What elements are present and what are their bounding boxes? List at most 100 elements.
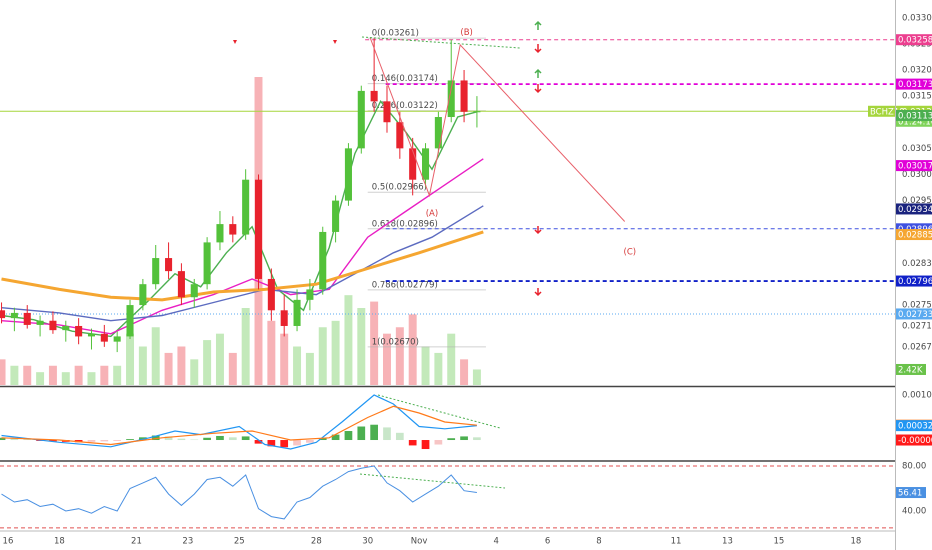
volume-bar (472, 369, 481, 385)
candle-body (447, 80, 455, 118)
histogram-bar (241, 436, 250, 441)
histogram-bar (267, 440, 276, 447)
volume-bar (293, 346, 302, 385)
price-tag (896, 160, 932, 172)
fib-label: 0.236(0.03122) (372, 101, 438, 111)
countdown-tag (896, 116, 932, 127)
volume-bar (370, 301, 379, 385)
candle-body (36, 320, 44, 325)
candle-body (100, 333, 108, 342)
histogram-bar (331, 434, 340, 441)
candle-body (190, 284, 198, 298)
price-tag (896, 109, 932, 121)
y-tick-label: 40.00 (902, 506, 926, 516)
wave-label: (A) (426, 209, 438, 219)
price-tag-label: 0.02796 (898, 277, 932, 287)
candle-body (62, 325, 70, 331)
histogram-bar (357, 426, 366, 441)
candle-body (409, 148, 417, 180)
price-tag (896, 78, 932, 90)
x-tick-label: 8 (596, 537, 601, 547)
candle-body (177, 271, 185, 298)
candle-body (280, 310, 288, 326)
macd-line (1, 405, 477, 446)
volume-bar (318, 327, 327, 385)
candle-body (23, 312, 31, 325)
histogram-bar (473, 437, 481, 441)
candle-body (229, 224, 237, 235)
candle-body (242, 179, 250, 235)
price-tag (896, 203, 932, 215)
candle-body (139, 284, 147, 306)
countdown-label: 01:24:16 (898, 117, 932, 127)
trend-line (359, 473, 506, 489)
volume-bar (331, 320, 340, 385)
candle-body (10, 312, 18, 319)
price-tag (896, 223, 932, 235)
histogram-bar (164, 436, 173, 441)
price-tag (896, 275, 932, 287)
volume-bar (177, 346, 186, 385)
histogram-bar (87, 440, 96, 442)
volume-bar (100, 365, 109, 385)
candle-body (49, 320, 57, 331)
x-tick-label: 25 (234, 537, 245, 547)
volume-bar (36, 372, 45, 385)
price-tag-label: 0.02934 (898, 205, 932, 215)
candle-body (434, 117, 442, 149)
fib-label: 1(0.02670) (372, 337, 419, 347)
volume-bar (344, 295, 353, 385)
volume-bar (395, 327, 404, 385)
histogram-bar (139, 437, 147, 441)
histogram-bar (23, 439, 32, 441)
arrow-up (534, 20, 542, 30)
candle-body (473, 111, 481, 113)
arrow-down (534, 44, 542, 54)
histogram-bar (254, 440, 263, 444)
fib-label: 0.618(0.02896) (372, 219, 438, 229)
histogram-bar (177, 438, 186, 441)
volume-tag (896, 363, 926, 375)
histogram-bar (344, 431, 353, 441)
y-tick-label: 80.00 (902, 462, 926, 472)
volume-bar (305, 352, 314, 385)
histogram-bar (151, 435, 160, 441)
histogram-bar (100, 440, 109, 442)
candle-body (216, 224, 224, 243)
volume-bar (357, 308, 366, 385)
x-tick-label: 16 (3, 537, 14, 547)
candle-body (357, 90, 365, 149)
price-tag (896, 434, 932, 446)
candle-body (87, 333, 96, 337)
histogram-bar (10, 438, 19, 441)
x-tick-label: 30 (362, 537, 373, 547)
wave-line (369, 37, 626, 222)
candle-body (460, 80, 468, 112)
fib-label: 0.5(0.02966) (372, 183, 427, 193)
price-tag (896, 229, 932, 241)
x-tick-label: 18 (54, 537, 65, 547)
arrow-down (534, 226, 542, 235)
candle-body (0, 310, 6, 319)
candle-body (293, 299, 301, 326)
x-tick-label: 15 (773, 537, 784, 547)
volume-bar (48, 365, 57, 385)
histogram-bar (126, 439, 134, 441)
price-tag (896, 308, 932, 320)
price-tag-label: 0.02885 (898, 231, 932, 241)
price-tag-label: 56.41 (898, 489, 922, 499)
candle-body (267, 278, 275, 311)
candle-body (254, 179, 263, 279)
volume-bar (267, 320, 276, 385)
histogram-bar (113, 440, 122, 441)
price-tag-label: -0.00000 (898, 436, 932, 446)
histogram-bar (370, 424, 378, 441)
price-tag (896, 420, 932, 432)
